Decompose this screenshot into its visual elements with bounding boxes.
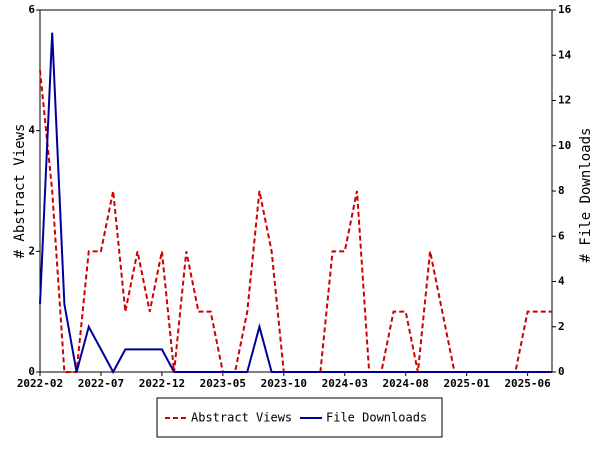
- x-tick-label: 2022-02: [17, 377, 63, 390]
- y2-tick-label: 4: [558, 275, 565, 288]
- line-series: [39, 70, 552, 373]
- y2-tick-label: 0: [558, 365, 565, 378]
- x-tick-label: 2022-12: [139, 377, 185, 390]
- x-tick-label: 2025-06: [504, 377, 551, 390]
- legend-label: File Downloads: [326, 411, 427, 425]
- y-tick-label: 2: [28, 244, 35, 257]
- y2-tick-label: 8: [558, 184, 565, 197]
- y-tick-label: 4: [28, 124, 35, 137]
- x-tick-label: 2023-10: [261, 377, 307, 390]
- y2-axis-title: # File Downloads: [578, 128, 594, 263]
- y-axis-title: # Abstract Views: [12, 124, 28, 259]
- legend-box: [156, 397, 443, 438]
- y2-tick-label: 16: [558, 3, 572, 16]
- plot-frame: [39, 9, 553, 373]
- x-tick-label: 2024-08: [383, 377, 429, 390]
- x-tick-label: 2023-05: [200, 377, 246, 390]
- line-series: [39, 32, 552, 375]
- y2-tick-label: 12: [558, 94, 571, 107]
- y2-tick-label: 6: [558, 229, 565, 242]
- x-tick-label: 2022-07: [78, 377, 124, 390]
- y2-tick-label: 14: [558, 48, 572, 61]
- legend-label: Abstract Views: [191, 411, 292, 425]
- x-tick-label: 2024-03: [322, 377, 368, 390]
- x-tick-label: 2025-01: [443, 377, 490, 390]
- y-tick-label: 6: [28, 3, 35, 16]
- y2-tick-label: 2: [558, 320, 565, 333]
- y2-tick-label: 10: [558, 139, 571, 152]
- y-tick-label: 0: [28, 365, 35, 378]
